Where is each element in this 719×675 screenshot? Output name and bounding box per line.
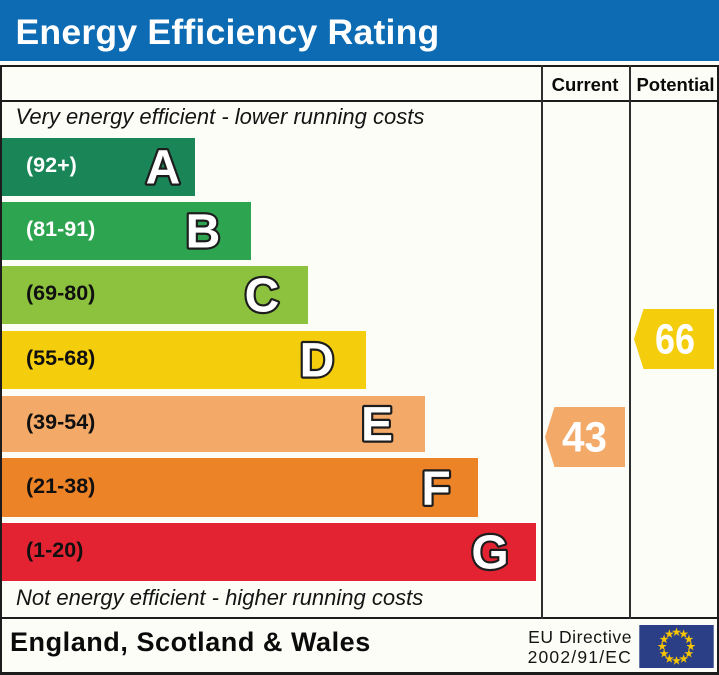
svg-text:B: B bbox=[186, 206, 221, 259]
svg-text:43: 43 bbox=[562, 414, 607, 462]
svg-text:G: G bbox=[471, 527, 508, 580]
svg-text:E: E bbox=[361, 399, 393, 452]
svg-text:A: A bbox=[146, 142, 181, 195]
svg-text:66: 66 bbox=[655, 316, 695, 364]
svg-text:F: F bbox=[421, 462, 450, 515]
svg-text:C: C bbox=[245, 270, 280, 323]
svg-text:D: D bbox=[300, 335, 335, 388]
